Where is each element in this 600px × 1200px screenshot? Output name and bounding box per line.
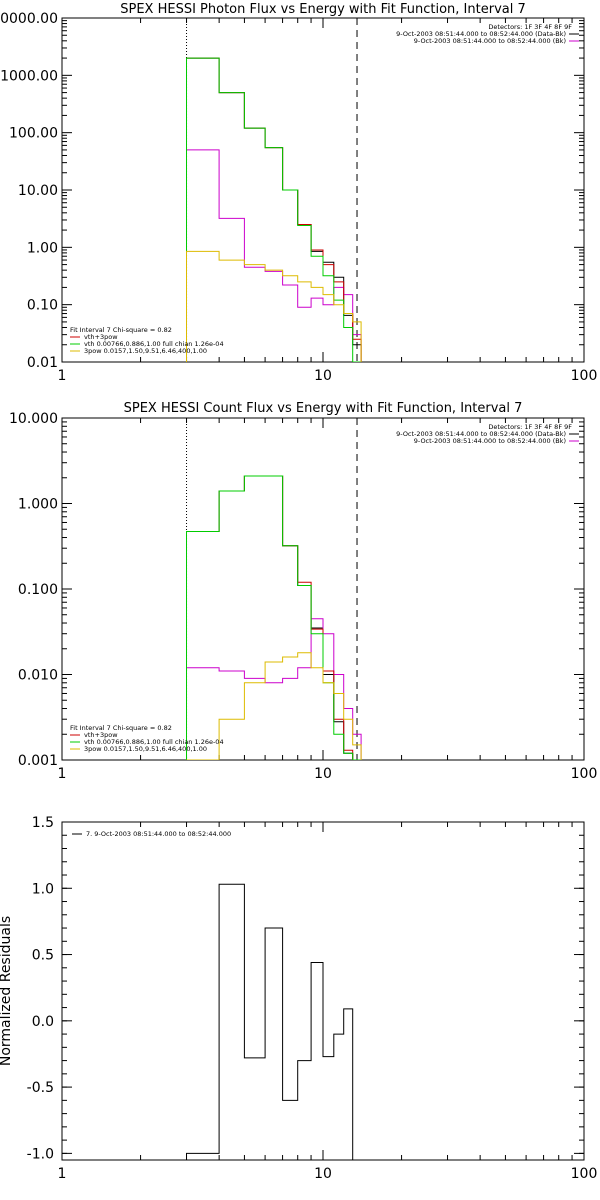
legend-detectors: Detectors: 1F 3F 4F 8F 9F (488, 423, 572, 431)
series-1-line (186, 57, 362, 362)
plot-frame (61, 17, 585, 363)
legend-entry: 3pow 0.0157,1.50,9.51,6.46,400,1.00 (84, 347, 207, 355)
y-tick-label: 10000.00 (0, 11, 58, 27)
series-1-line (186, 475, 362, 760)
x-tick-label: 100 (571, 368, 598, 384)
y-tick-label: 0.0 (32, 1014, 54, 1030)
y-tick-label: 1.000 (18, 497, 58, 513)
y-axis-label: Normalized Residuals (0, 916, 14, 1066)
y-tick-label: 0.10 (27, 298, 58, 314)
legend-detectors: Detectors: 1F 3F 4F 8F 9F (488, 23, 572, 31)
series-5-line (186, 250, 362, 362)
legend-entry: vth 0.00766,0.886,1.00 full chian 1.26e-… (84, 738, 224, 746)
y-tick-label: 10.000 (9, 411, 58, 427)
plot-frame (61, 417, 585, 761)
x-tick-label: 10 (314, 1166, 332, 1182)
series-1-line (186, 883, 362, 1160)
x-tick-label: 1 (58, 368, 67, 384)
y-tick-label: 0.100 (18, 582, 58, 598)
chart-title: SPEX HESSI Photon Flux vs Energy with Fi… (120, 2, 526, 17)
y-tick-label: 0.5 (32, 948, 54, 964)
legend-entry: vth+3pow (84, 731, 118, 739)
x-tick-label: 10 (314, 368, 332, 384)
y-tick-label: -0.5 (27, 1080, 54, 1096)
series-2-line (186, 149, 362, 362)
y-tick-label: 100.00 (9, 126, 58, 142)
y-tick-label: 1.0 (32, 881, 54, 897)
x-tick-label: 1 (58, 1166, 67, 1182)
legend-fit-interval: Fit Interval 7 Chi-square = 0.82 (70, 724, 172, 732)
y-tick-label: 0.001 (18, 753, 58, 769)
legend-entry: vth 0.00766,0.886,1.00 full chian 1.26e-… (84, 340, 224, 348)
x-tick-label: 10 (314, 766, 332, 782)
legend-entry: 9-Oct-2003 08:51:44.000 to 08:52:44.000 … (414, 437, 566, 445)
y-tick-label: 1000.00 (0, 68, 58, 84)
y-tick-label: 0.01 (27, 355, 58, 371)
legend-entry: vth+3pow (84, 333, 118, 341)
x-tick-label: 100 (571, 766, 598, 782)
panel-1: SPEX HESSI Photon Flux vs Energy with Fi… (0, 2, 597, 384)
y-tick-label: 10.00 (18, 183, 58, 199)
chart-title: SPEX HESSI Count Flux vs Energy with Fit… (124, 401, 523, 416)
legend-entry: 9-Oct-2003 08:51:44.000 to 08:52:44.000 … (396, 30, 566, 38)
series-3-line (186, 57, 362, 362)
legend-entry: 9-Oct-2003 08:51:44.000 to 08:52:44.000 … (414, 37, 566, 45)
series-4-line (186, 57, 362, 362)
y-tick-label: -1.0 (27, 1146, 54, 1162)
series-3-line (186, 475, 362, 760)
panel-2: SPEX HESSI Count Flux vs Energy with Fit… (9, 401, 597, 782)
y-tick-label: 0.010 (18, 668, 58, 684)
y-tick-label: 1.5 (32, 815, 54, 831)
series-2-line (186, 618, 362, 760)
legend-entry: 9-Oct-2003 08:51:44.000 to 08:52:44.000 … (396, 430, 566, 438)
x-tick-label: 1 (58, 766, 67, 782)
series-5-line (186, 652, 362, 760)
y-tick-label: 1.00 (27, 240, 58, 256)
legend-entry: 3pow 0.0157,1.50,9.51,6.46,400,1.00 (84, 745, 207, 753)
x-tick-label: 100 (571, 1166, 598, 1182)
series-4-line (186, 475, 362, 760)
legend-entry: 7. 9-Oct-2003 08:51:44.000 to 08:52:44.0… (86, 830, 231, 838)
panel-3: 1 10 100 -1.0 -0.5 0.0 0.5 1.0 1.5 Normalized Res… (0, 815, 597, 1182)
legend-fit-interval: Fit Interval 7 Chi-square = 0.82 (70, 326, 172, 334)
